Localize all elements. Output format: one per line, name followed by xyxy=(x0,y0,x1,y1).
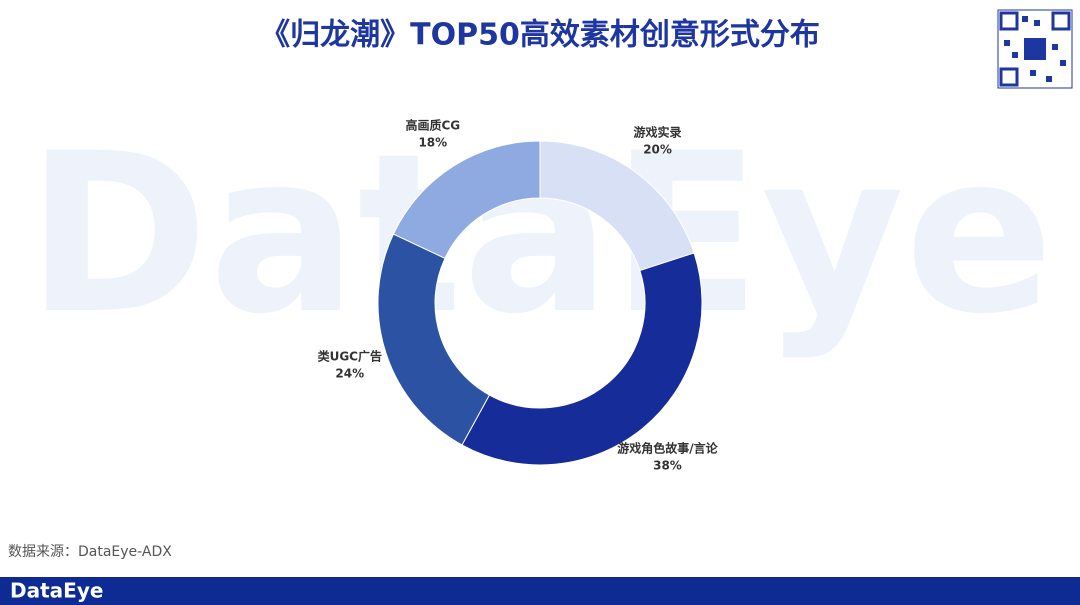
footer-bar xyxy=(0,577,1080,605)
donut-segment xyxy=(461,252,703,466)
category-label: 游戏角色故事/言论 xyxy=(617,441,718,456)
chart-title: 《归龙潮》TOP50高效素材创意形式分布 xyxy=(260,18,820,53)
category-label: 类UGC广告 xyxy=(318,348,382,363)
donut-segment xyxy=(392,140,541,259)
qr-code xyxy=(997,9,1073,89)
category-label: 高画质CG xyxy=(405,118,460,133)
value-label: 24% xyxy=(335,366,364,380)
value-label: 18% xyxy=(418,136,447,150)
donut-segment xyxy=(377,233,491,446)
category-label: 游戏实录 xyxy=(634,125,682,140)
source-note: 数据来源：DataEye-ADX xyxy=(8,544,172,560)
value-label: 20% xyxy=(643,143,672,157)
value-label: 38% xyxy=(653,459,682,473)
footer-brand: DataEye xyxy=(10,579,103,603)
